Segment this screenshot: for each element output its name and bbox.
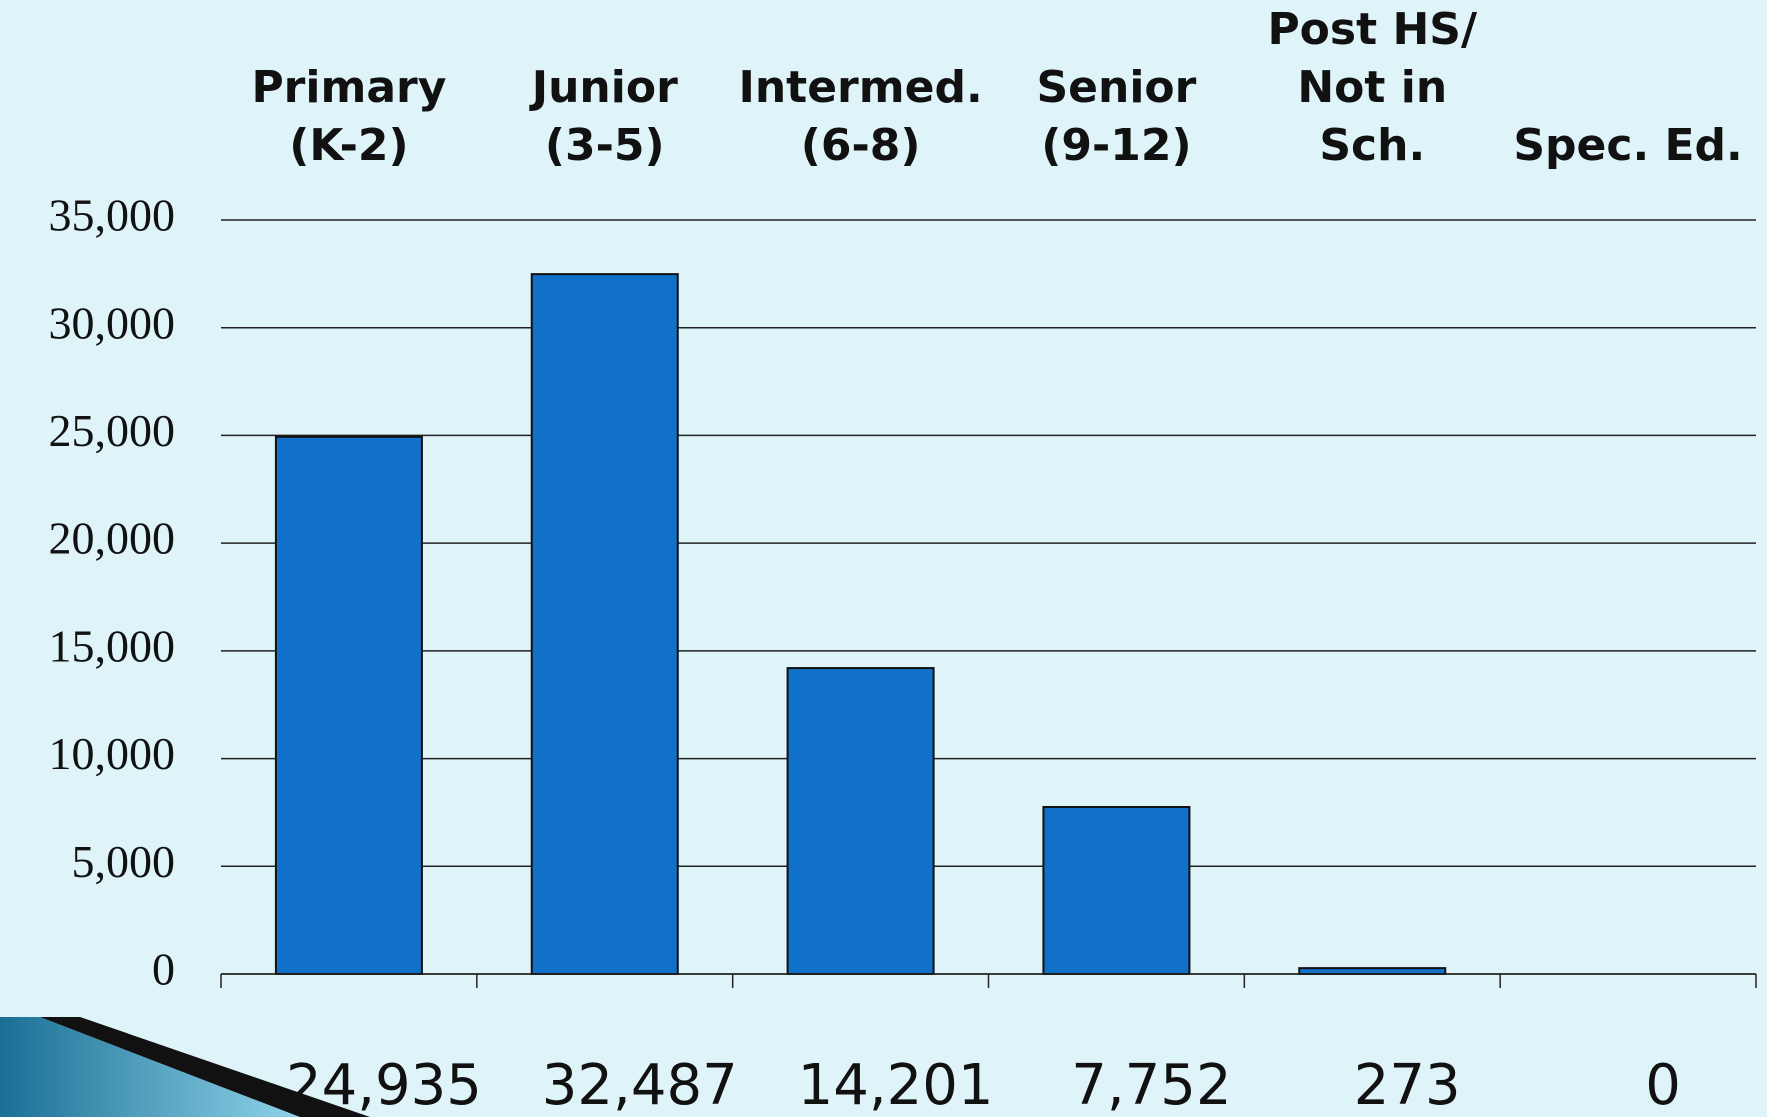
value-label: 24,935 bbox=[286, 1053, 482, 1117]
x-tick-label: Not in bbox=[1297, 62, 1447, 113]
x-tick-label: Primary bbox=[251, 62, 446, 113]
value-label: 273 bbox=[1354, 1053, 1461, 1117]
x-tick-label: Senior bbox=[1036, 62, 1196, 113]
bar bbox=[274, 435, 423, 975]
value-label: 7,752 bbox=[1071, 1053, 1231, 1117]
bar bbox=[786, 667, 935, 975]
decoration bbox=[0, 1017, 300, 1117]
x-tick-label: Spec. Ed. bbox=[1513, 120, 1742, 171]
decoration-stripe bbox=[40, 1017, 370, 1117]
y-tick-label: 15,000 bbox=[49, 620, 176, 671]
value-label: 14,201 bbox=[798, 1053, 994, 1117]
x-tick-label: Intermed. bbox=[738, 62, 982, 113]
y-tick-label: 5,000 bbox=[72, 836, 176, 887]
y-tick-label: 25,000 bbox=[49, 405, 176, 456]
value-label: 32,487 bbox=[542, 1053, 738, 1117]
x-tick-label: (K-2) bbox=[289, 120, 408, 171]
x-tick-label: (9-12) bbox=[1041, 120, 1191, 171]
bar bbox=[1042, 805, 1191, 975]
y-tick-label: 0 bbox=[152, 944, 175, 995]
x-tick-label: Post HS/ bbox=[1267, 4, 1478, 55]
y-tick-label: 35,000 bbox=[49, 190, 176, 241]
x-tick-label: Junior bbox=[529, 62, 678, 113]
x-tick-label: (6-8) bbox=[801, 120, 921, 171]
value-label: 0 bbox=[1645, 1053, 1681, 1117]
bar bbox=[530, 273, 679, 975]
bar bbox=[1298, 967, 1447, 975]
y-tick-label: 30,000 bbox=[49, 297, 176, 348]
x-tick-label: Sch. bbox=[1319, 120, 1425, 171]
y-tick-label: 10,000 bbox=[49, 728, 176, 779]
y-tick-label: 20,000 bbox=[49, 513, 176, 564]
x-tick-label: (3-5) bbox=[545, 120, 665, 171]
